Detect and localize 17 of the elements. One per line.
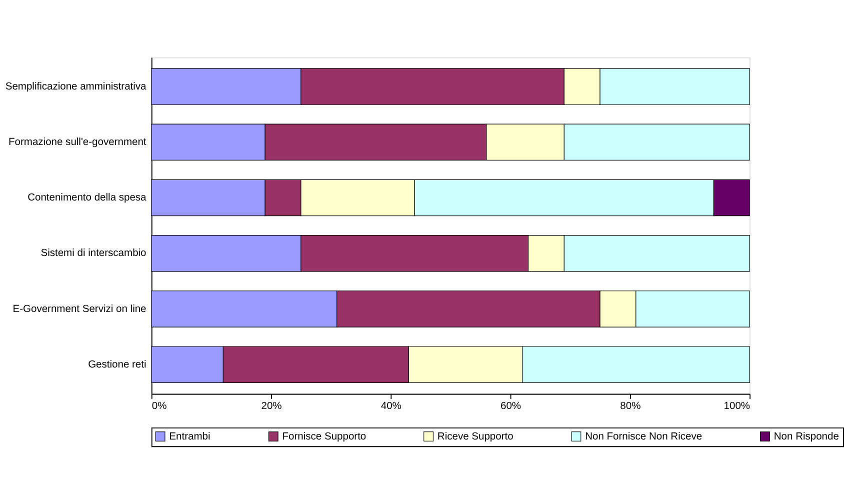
x-tick-label: 40% [380,401,402,412]
legend-label: Entrambi [169,431,210,442]
y-tick-label: E-Government Servizi on line [12,304,147,315]
y-tick-label: Contenimento della spesa [28,192,147,204]
legend-label: Non Risponde [774,431,840,442]
y-tick-label: Semplificazione amministrativa [5,81,147,92]
x-tick-label: 80% [620,401,641,412]
y-tick-label: Gestione reti [88,359,146,370]
y-tick-label: Sistemi di interscambio [40,248,147,260]
x-tick-label: 20% [261,401,282,412]
x-tick-label: 100% [724,401,750,412]
y-tick-label: Formazione sull'e-government [8,136,146,148]
legend-label: Riceve Supporto [437,431,514,442]
legend-label: Non Fornisce Non Riceve [585,431,702,442]
x-tick-label: 0% [152,401,167,412]
legend-label: Fornisce Supporto [282,431,366,442]
x-tick-label: 60% [500,401,522,412]
